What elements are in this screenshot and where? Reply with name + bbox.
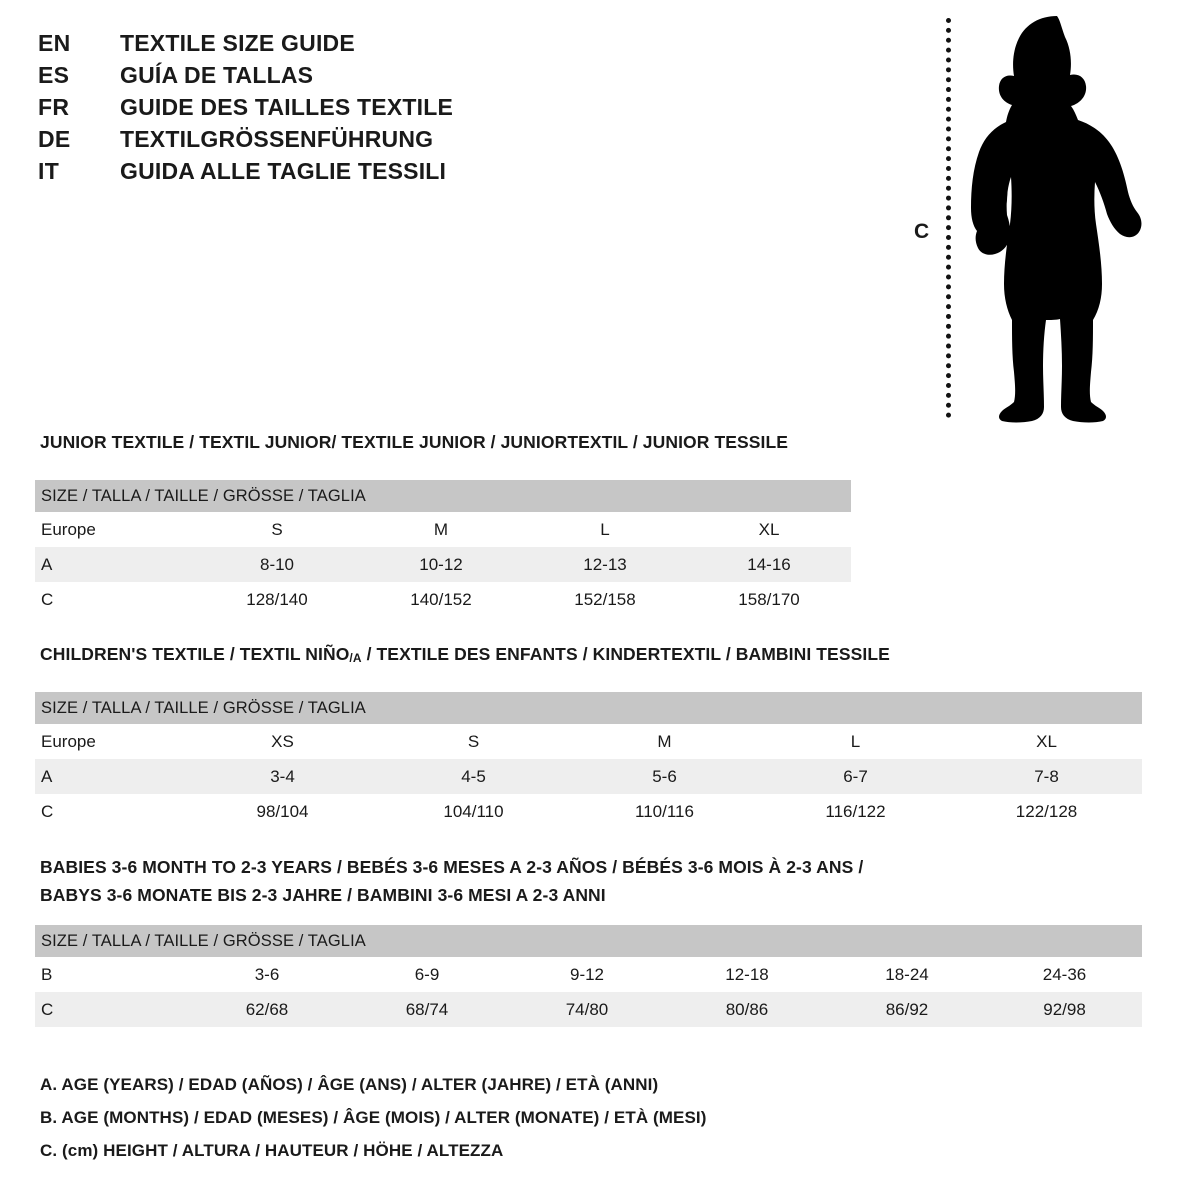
language-title: GUIDA ALLE TAGLIE TESSILI xyxy=(120,158,447,184)
junior-band-row: SIZE / TALLA / TAILLE / GRÖSSE / TAGLIA xyxy=(35,480,852,512)
babies-band-label: SIZE / TALLA / TAILLE / GRÖSSE / TAGLIA xyxy=(35,925,1143,957)
cell: 18-24 xyxy=(827,957,987,992)
language-row: IT GUIDA ALLE TAGLIE TESSILI xyxy=(38,158,558,190)
language-code: FR xyxy=(38,94,70,120)
children-band-row: SIZE / TALLA / TAILLE / GRÖSSE / TAGLIA xyxy=(35,692,1143,724)
cell: 74/80 xyxy=(507,992,667,1027)
legend-line-b: B. AGE (MONTHS) / EDAD (MESES) / ÂGE (MO… xyxy=(40,1108,707,1127)
children-heading-pre: CHILDREN'S TEXTILE / TEXTIL NIÑO xyxy=(40,644,350,664)
height-illustration: C xyxy=(900,12,1160,427)
table-row: B 3-6 6-9 9-12 12-18 18-24 24-36 xyxy=(35,957,1143,992)
cell: XL xyxy=(687,512,852,547)
cell: S xyxy=(195,512,359,547)
babies-heading-line-2: BABYS 3-6 MONATE BIS 2-3 JAHRE / BAMBINI… xyxy=(40,885,606,905)
row-label: B xyxy=(35,957,187,992)
legend-block: A. AGE (YEARS) / EDAD (AÑOS) / ÂGE (ANS)… xyxy=(40,1068,707,1167)
language-title: TEXTILGRÖSSENFÜHRUNG xyxy=(120,126,434,152)
cell: M xyxy=(359,512,523,547)
babies-heading-line-1: BABIES 3-6 MONTH TO 2-3 YEARS / BEBÉS 3-… xyxy=(40,857,864,877)
language-title: TEXTILE SIZE GUIDE xyxy=(120,30,355,56)
cell: 140/152 xyxy=(359,582,523,617)
junior-section-heading: JUNIOR TEXTILE / TEXTIL JUNIOR/ TEXTILE … xyxy=(40,432,789,452)
language-row: ES GUÍA DE TALLAS xyxy=(38,62,558,94)
children-heading-sub: /A xyxy=(349,651,362,665)
table-row: C 98/104 104/110 110/116 116/122 122/128 xyxy=(35,794,1143,829)
cell: 6-9 xyxy=(347,957,507,992)
language-code: ES xyxy=(38,62,70,88)
row-label: A xyxy=(35,759,187,794)
row-label: A xyxy=(35,547,195,582)
cell: 6-7 xyxy=(760,759,951,794)
language-title: GUIDE DES TAILLES TEXTILE xyxy=(120,94,453,120)
cell: 152/158 xyxy=(523,582,687,617)
cell: 62/68 xyxy=(187,992,347,1027)
language-code: EN xyxy=(38,30,71,56)
cell: 110/116 xyxy=(569,794,760,829)
children-section-heading: CHILDREN'S TEXTILE / TEXTIL NIÑO/A / TEX… xyxy=(40,640,890,672)
cell: 92/98 xyxy=(987,992,1143,1027)
cell: 98/104 xyxy=(187,794,378,829)
table-row: A 8-10 10-12 12-13 14-16 xyxy=(35,547,852,582)
cell: 10-12 xyxy=(359,547,523,582)
row-label: C xyxy=(35,794,187,829)
language-title: GUÍA DE TALLAS xyxy=(120,62,314,88)
language-row: DE TEXTILGRÖSSENFÜHRUNG xyxy=(38,126,558,158)
cell: 116/122 xyxy=(760,794,951,829)
cell: 12-13 xyxy=(523,547,687,582)
table-row: Europe XS S M L XL xyxy=(35,724,1143,759)
cell: 7-8 xyxy=(951,759,1143,794)
legend-line-c: C. (cm) HEIGHT / ALTURA / HAUTEUR / HÖHE… xyxy=(40,1141,504,1160)
cell: 3-6 xyxy=(187,957,347,992)
cell: L xyxy=(523,512,687,547)
language-title-list: EN TEXTILE SIZE GUIDE ES GUÍA DE TALLAS … xyxy=(38,30,558,190)
junior-size-table: SIZE / TALLA / TAILLE / GRÖSSE / TAGLIA … xyxy=(35,480,852,617)
language-code: IT xyxy=(38,158,60,184)
language-row: FR GUIDE DES TAILLES TEXTILE xyxy=(38,94,558,126)
toddler-silhouette xyxy=(971,16,1142,423)
cell: 24-36 xyxy=(987,957,1143,992)
children-size-table: SIZE / TALLA / TAILLE / GRÖSSE / TAGLIA … xyxy=(35,692,1143,829)
cell: 12-18 xyxy=(667,957,827,992)
cell: 80/86 xyxy=(667,992,827,1027)
cell: 128/140 xyxy=(195,582,359,617)
cell: M xyxy=(569,724,760,759)
children-band-label: SIZE / TALLA / TAILLE / GRÖSSE / TAGLIA xyxy=(35,692,1143,724)
table-row: A 3-4 4-5 5-6 6-7 7-8 xyxy=(35,759,1143,794)
cell: 122/128 xyxy=(951,794,1143,829)
row-label: Europe xyxy=(35,512,195,547)
babies-band-row: SIZE / TALLA / TAILLE / GRÖSSE / TAGLIA xyxy=(35,925,1143,957)
height-measure-label: C xyxy=(914,220,930,243)
cell: 104/110 xyxy=(378,794,569,829)
cell: 14-16 xyxy=(687,547,852,582)
row-label: C xyxy=(35,992,187,1027)
babies-size-table: SIZE / TALLA / TAILLE / GRÖSSE / TAGLIA … xyxy=(35,925,1143,1027)
cell: 86/92 xyxy=(827,992,987,1027)
cell: 4-5 xyxy=(378,759,569,794)
cell: XS xyxy=(187,724,378,759)
cell: 8-10 xyxy=(195,547,359,582)
cell: 68/74 xyxy=(347,992,507,1027)
row-label: C xyxy=(35,582,195,617)
cell: L xyxy=(760,724,951,759)
cell: 9-12 xyxy=(507,957,667,992)
row-label: Europe xyxy=(35,724,187,759)
table-row: C 62/68 68/74 74/80 80/86 86/92 92/98 xyxy=(35,992,1143,1027)
cell: XL xyxy=(951,724,1143,759)
table-row: C 128/140 140/152 152/158 158/170 xyxy=(35,582,852,617)
language-code: DE xyxy=(38,126,71,152)
children-heading-post: / TEXTILE DES ENFANTS / KINDERTEXTIL / B… xyxy=(361,644,890,664)
table-row: Europe S M L XL xyxy=(35,512,852,547)
junior-band-label: SIZE / TALLA / TAILLE / GRÖSSE / TAGLIA xyxy=(35,480,852,512)
cell: 5-6 xyxy=(569,759,760,794)
language-row: EN TEXTILE SIZE GUIDE xyxy=(38,30,558,62)
cell: 3-4 xyxy=(187,759,378,794)
cell: 158/170 xyxy=(687,582,852,617)
cell: S xyxy=(378,724,569,759)
height-dashed-line xyxy=(946,18,951,418)
legend-line-a: A. AGE (YEARS) / EDAD (AÑOS) / ÂGE (ANS)… xyxy=(40,1075,659,1094)
babies-section-heading: BABIES 3-6 MONTH TO 2-3 YEARS / BEBÉS 3-… xyxy=(40,853,863,909)
